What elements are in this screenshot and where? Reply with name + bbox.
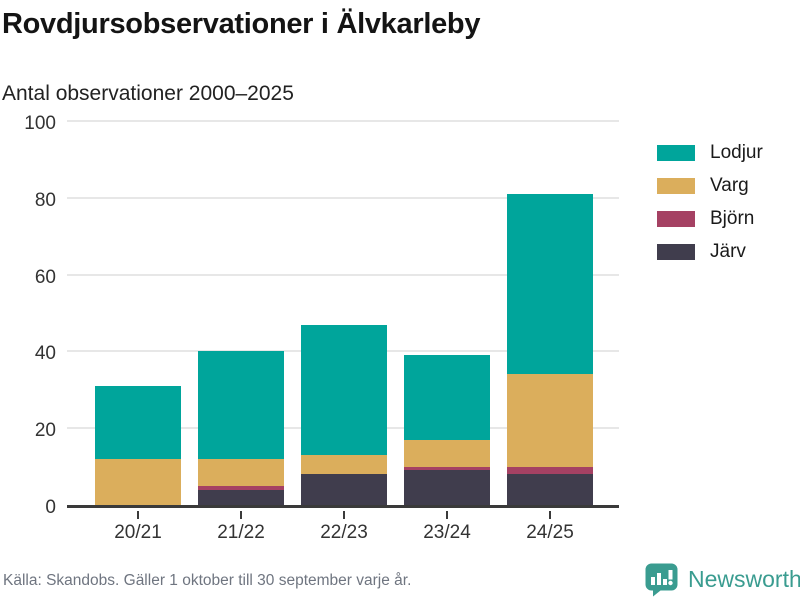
gridline-80 [67, 196, 619, 199]
legend-item-järv: Järv [657, 241, 763, 263]
legend-item-lodjur: Lodjur [657, 142, 763, 164]
legend-label: Lodjur [710, 142, 763, 163]
legend-label: Varg [710, 175, 749, 196]
bar-segment-lodjur [507, 193, 593, 375]
legend: Lodjur Varg Björn Järv [657, 142, 763, 274]
bar-segment-varg [404, 439, 490, 467]
stacked-bar-22/23 [301, 324, 387, 505]
x-axis-slot: 24/25 [507, 511, 593, 544]
x-axis-slot: 20/21 [95, 511, 181, 544]
legend-item-björn: Björn [657, 208, 763, 230]
x-tick-label: 21/22 [217, 522, 265, 543]
bar-group [67, 124, 619, 505]
bar-segment-lodjur [95, 385, 181, 459]
bar-segment-varg [198, 458, 284, 486]
x-tick-label: 22/23 [320, 522, 368, 543]
x-axis-slot: 23/24 [404, 511, 490, 544]
y-tick-label: 60 [34, 266, 56, 288]
bar-segment-järv [404, 470, 490, 505]
plot-area [67, 120, 619, 508]
x-tick-label: 24/25 [526, 522, 574, 543]
legend-label: Järv [710, 241, 746, 262]
bar-segment-björn [404, 466, 490, 471]
source-note: Källa: Skandobs. Gäller 1 oktober till 3… [3, 572, 412, 589]
y-tick-label: 20 [34, 420, 56, 442]
bar-segment-järv [301, 474, 387, 505]
x-tick [446, 511, 448, 519]
legend-swatch [657, 145, 695, 161]
x-tick [549, 511, 551, 519]
stacked-bar-24/25 [507, 193, 593, 505]
x-tick-label: 23/24 [423, 522, 471, 543]
legend-swatch [657, 211, 695, 227]
legend-swatch [657, 178, 695, 194]
bar-segment-lodjur [404, 355, 490, 440]
newsworthy-logo: Newsworthy [644, 562, 800, 597]
stacked-bar-21/22 [198, 351, 284, 505]
gridline-60 [67, 273, 619, 276]
x-tick-label: 20/21 [114, 522, 162, 543]
stacked-bar-23/24 [404, 355, 490, 505]
y-axis-labels: 0 20 40 60 80 100 [0, 114, 56, 518]
bar-segment-lodjur [301, 324, 387, 456]
bar-segment-björn [507, 466, 593, 475]
chart-title: Rovdjursobservationer i Älvkarleby [2, 8, 481, 40]
y-tick-label: 40 [34, 343, 56, 365]
bar-segment-varg [507, 374, 593, 467]
legend-swatch [657, 244, 695, 260]
newsworthy-bubble-icon [645, 563, 678, 597]
bar-segment-varg [95, 458, 181, 505]
x-axis-slot: 21/22 [198, 511, 284, 544]
bar-segment-järv [198, 489, 284, 505]
stacked-bar-20/21 [95, 385, 181, 505]
x-tick [137, 511, 139, 519]
y-tick-label: 100 [24, 113, 56, 134]
y-tick-label: 80 [34, 189, 56, 211]
bar-segment-varg [301, 455, 387, 475]
legend-label: Björn [710, 208, 755, 229]
chart-subtitle: Antal observationer 2000–2025 [2, 82, 294, 105]
bar-segment-lodjur [198, 351, 284, 459]
x-tick [240, 511, 242, 519]
legend-item-varg: Varg [657, 175, 763, 197]
newsworthy-logo-text: Newsworthy [688, 566, 800, 592]
gridline-100 [67, 120, 619, 122]
x-tick [343, 511, 345, 519]
bar-segment-björn [198, 485, 284, 490]
x-axis-slot: 22/23 [301, 511, 387, 544]
bar-segment-järv [507, 474, 593, 505]
x-axis-labels: 20/21 21/22 22/23 23/24 24/25 [67, 511, 619, 544]
y-tick-label: 0 [45, 497, 56, 518]
